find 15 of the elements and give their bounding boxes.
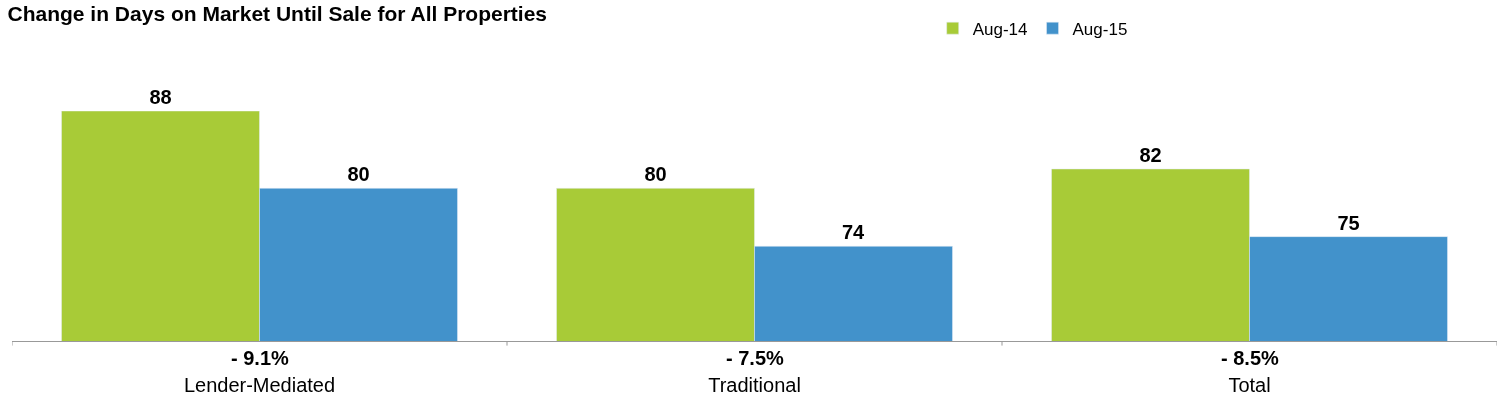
legend-label: Aug-14 <box>972 19 1028 39</box>
data-label: 88 <box>149 86 172 108</box>
annotation: - 7.5% <box>726 347 785 369</box>
data-label: 80 <box>347 163 370 186</box>
data-label: 74 <box>841 221 866 244</box>
chart-title: Change in Days on Market Until Sale for All Properties <box>7 1 548 25</box>
data-label: 75 <box>1337 211 1360 234</box>
annotation: - 9.1% <box>231 347 290 369</box>
data-label: 82 <box>1139 143 1162 166</box>
data-label: 80 <box>644 163 667 186</box>
legend-label: Aug-15 <box>1072 19 1128 39</box>
x-tick-label: Lender-Mediated <box>183 374 336 396</box>
x-tick-label: Traditional <box>708 374 801 396</box>
annotation: - 8.5% <box>1221 347 1280 369</box>
x-tick-label: Total <box>1228 374 1271 396</box>
